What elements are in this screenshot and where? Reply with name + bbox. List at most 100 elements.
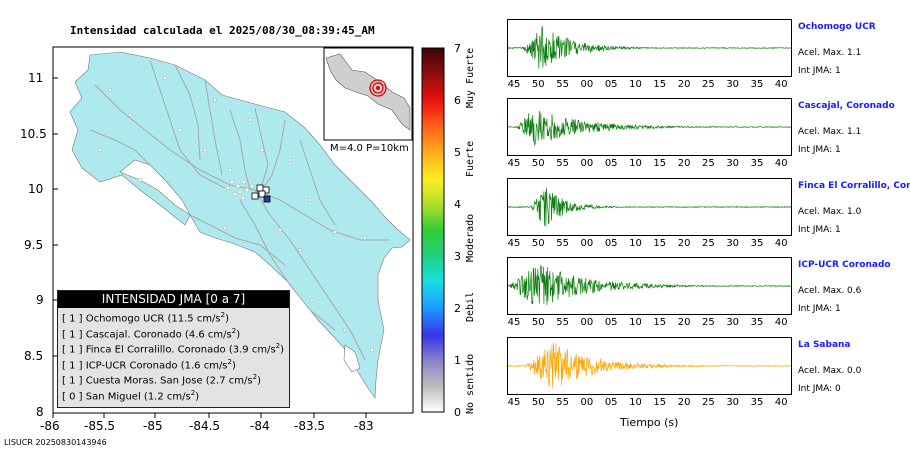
time-tick: 25 <box>702 158 715 169</box>
time-tick: 00 <box>580 397 594 408</box>
station-jma-intensity: Int JMA: 1 <box>798 304 841 314</box>
scale-number: 4 <box>454 198 461 211</box>
time-tick: 55 <box>556 317 569 328</box>
scale-word: Fuerte <box>465 140 476 177</box>
town-markers <box>97 75 375 353</box>
gulf-of-nicoya <box>119 159 191 216</box>
legend-station: Cascajal. Coronado (4.6 cm/s <box>85 328 232 340</box>
time-tick: 10 <box>629 79 642 90</box>
station-max-accel: Acel. Max. 0.6 <box>798 286 862 296</box>
time-tick: 30 <box>726 238 740 249</box>
station-marker <box>262 186 270 194</box>
station-name: La Sabana <box>798 340 851 350</box>
time-ticks: 45 50 55 00 05 10 15 20 25 30 35 40 <box>507 79 790 91</box>
time-tick: 00 <box>580 317 594 328</box>
time-axis-label: Tiempo (s) <box>620 416 679 429</box>
time-tick: 00 <box>580 158 594 169</box>
time-tick: 45 <box>507 317 521 328</box>
legend-close: ) <box>225 313 230 325</box>
seismogram-panel <box>507 257 792 315</box>
time-tick: 55 <box>556 79 569 90</box>
time-tick: 35 <box>750 158 764 169</box>
lat-tick: 10.5 <box>20 127 47 141</box>
legend-title: INTENSIDAD JMA [0 a 7] <box>58 291 289 308</box>
station-jma-intensity: Int JMA: 1 <box>798 145 841 155</box>
lon-tick: -86 <box>40 419 60 433</box>
time-tick: 50 <box>531 397 545 408</box>
station-marker <box>263 195 271 203</box>
time-tick: 10 <box>629 158 642 169</box>
time-tick: 40 <box>774 238 788 249</box>
time-tick: 20 <box>677 238 691 249</box>
map-title: Intensidad calculada el 2025/08/30_08:39… <box>70 24 375 37</box>
legend-superscript: 2 <box>252 373 258 382</box>
time-tick: 40 <box>774 158 788 169</box>
station-name: Cascajal, Coronado <box>798 101 895 111</box>
time-tick: 20 <box>677 79 691 90</box>
time-ticks: 45 50 55 00 05 10 15 20 25 30 35 40 <box>507 397 790 409</box>
time-tick: 30 <box>726 317 740 328</box>
time-tick: 05 <box>604 238 618 249</box>
time-tick: 15 <box>653 317 667 328</box>
seismogram-trace <box>507 342 792 388</box>
time-tick: 55 <box>556 158 569 169</box>
time-tick: 00 <box>580 79 594 90</box>
seismogram-panel <box>507 98 792 156</box>
inset-caption: M=4.0 P=10km <box>330 143 409 154</box>
scale-number: 1 <box>454 354 461 367</box>
time-tick: 10 <box>629 397 642 408</box>
inset-map <box>323 47 413 141</box>
station-jma-intensity: Int JMA: 0 <box>798 384 841 394</box>
station-marker <box>256 184 264 192</box>
legend-level: [ 1 ] <box>62 375 83 387</box>
scale-number: 7 <box>454 42 461 55</box>
time-tick: 00 <box>580 238 594 249</box>
station-jma-intensity: Int JMA: 1 <box>798 66 841 76</box>
lat-tick: 11 <box>28 71 44 85</box>
time-tick: 20 <box>677 158 691 169</box>
legend-station: San Miguel (1.2 cm/s <box>85 391 191 403</box>
legend-station: Ochomogo UCR (11.5 cm/s <box>85 313 221 325</box>
trace-line <box>507 26 792 69</box>
legend-row: [ 1 ] Cuesta Moras. San Jose (2.7 cm/s2) <box>58 370 289 386</box>
time-tick: 35 <box>750 79 764 90</box>
time-tick: 50 <box>531 158 545 169</box>
legend-close: ) <box>280 344 285 356</box>
scale-number: 2 <box>454 302 461 315</box>
time-tick: 15 <box>653 79 667 90</box>
legend-level: [ 1 ] <box>62 313 83 325</box>
time-tick: 25 <box>702 317 715 328</box>
scale-word: No sentido <box>465 353 476 414</box>
trace-line <box>507 187 792 227</box>
station-name: Ochomogo UCR <box>798 22 876 32</box>
golfo-dulce <box>343 344 361 373</box>
time-ticks: 45 50 55 00 05 10 15 20 25 30 35 40 <box>507 158 790 170</box>
legend-row: [ 1 ] Ochomogo UCR (11.5 cm/s2) <box>58 308 289 324</box>
time-tick: 30 <box>726 79 740 90</box>
time-tick: 55 <box>556 397 569 408</box>
lat-tick: 8 <box>36 405 44 419</box>
legend-row: [ 1 ] ICP-UCR Coronado (1.6 cm/s2) <box>58 355 289 371</box>
intensity-color-scale <box>421 47 445 413</box>
legend-station: Finca El Corralillo. Coronado (3.9 cm/s <box>85 344 276 356</box>
time-tick: 30 <box>726 397 740 408</box>
trace-line <box>507 110 792 147</box>
legend-superscript: 2 <box>231 326 237 335</box>
lat-tick: 8.5 <box>24 349 44 363</box>
scale-word: Debil <box>465 291 476 322</box>
time-tick: 35 <box>750 397 764 408</box>
time-tick: 25 <box>702 79 715 90</box>
station-name: ICP-UCR Coronado <box>798 260 891 270</box>
time-tick: 45 <box>507 79 521 90</box>
station-marker <box>251 192 259 200</box>
station-max-accel: Acel. Max. 1.1 <box>798 127 862 137</box>
seismogram-trace <box>507 265 791 306</box>
scale-number: 6 <box>454 94 461 107</box>
lon-tick: -85 <box>143 419 163 433</box>
seismogram-trace <box>507 187 792 227</box>
time-tick: 20 <box>677 397 691 408</box>
time-tick: 25 <box>702 397 715 408</box>
time-tick: 45 <box>507 158 521 169</box>
lat-tick: 10 <box>28 182 44 196</box>
time-tick: 05 <box>604 397 618 408</box>
